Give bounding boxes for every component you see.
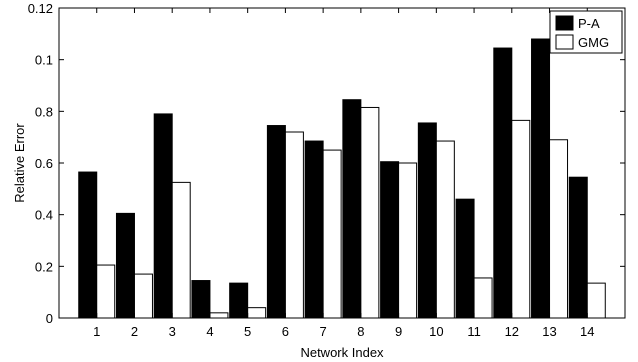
bar-p-a-6 (266, 125, 286, 319)
bar-p-a-8 (342, 99, 362, 319)
legend: P-A GMG (549, 10, 623, 54)
y-tick-label: 0.2 (35, 259, 53, 274)
x-tick-label: 8 (357, 324, 364, 339)
bar-gmg-6 (284, 131, 304, 319)
bar-p-a-1 (78, 171, 98, 319)
legend-swatch-p-a (555, 15, 574, 31)
x-tick-label: 12 (505, 324, 519, 339)
bar-p-a-10 (417, 122, 437, 319)
bar-p-a-14 (568, 176, 588, 319)
x-tick-label: 13 (542, 324, 556, 339)
x-tick-label: 14 (580, 324, 594, 339)
bar-gmg-5 (247, 307, 267, 319)
bar-gmg-3 (171, 181, 191, 319)
y-tick-label: 0.8 (35, 104, 53, 119)
x-tick-label: 7 (320, 324, 327, 339)
x-tick-label: 4 (206, 324, 213, 339)
y-tick-label: 0.4 (35, 208, 53, 223)
bar-p-a-13 (531, 38, 551, 319)
x-tick-label: 9 (395, 324, 402, 339)
bar-gmg-10 (435, 140, 455, 319)
bar-gmg-4 (209, 312, 229, 319)
x-tick-label: 2 (131, 324, 138, 339)
bar-p-a-2 (115, 212, 135, 319)
x-axis-title: Network Index (300, 345, 384, 360)
bar-p-a-4 (191, 280, 211, 319)
y-tick-label: 0.12 (28, 1, 53, 16)
bar-gmg-12 (511, 119, 531, 319)
bar-gmg-11 (473, 277, 493, 319)
y-tick-label: 0.6 (35, 156, 53, 171)
legend-label-gmg: GMG (578, 35, 609, 50)
y-axis-title: Relative Error (12, 123, 27, 203)
bar-gmg-8 (360, 106, 380, 319)
bar-p-a-7 (304, 140, 324, 319)
bar-p-a-3 (153, 113, 173, 319)
bar-gmg-2 (133, 273, 153, 319)
x-tick-label: 10 (429, 324, 443, 339)
bar-p-a-9 (380, 161, 400, 319)
x-tick-label: 3 (169, 324, 176, 339)
bar-gmg-1 (96, 264, 116, 319)
y-tick-label: 0 (46, 311, 53, 326)
legend-label-p-a: P-A (578, 16, 600, 31)
x-tick-label: 11 (467, 324, 481, 339)
bar-p-a-5 (229, 282, 249, 319)
bar-gmg-9 (398, 162, 418, 319)
legend-swatch-gmg (555, 34, 574, 50)
bar-p-a-11 (455, 198, 475, 319)
bar-p-a-12 (493, 47, 513, 319)
bar-gmg-13 (549, 139, 569, 319)
bar-gmg-14 (586, 282, 606, 319)
x-tick-label: 6 (282, 324, 289, 339)
y-tick-label: 0.1 (35, 53, 53, 68)
x-tick-label: 5 (244, 324, 251, 339)
bar-gmg-7 (322, 149, 342, 319)
x-tick-label: 1 (93, 324, 100, 339)
bars-layer (78, 38, 606, 319)
